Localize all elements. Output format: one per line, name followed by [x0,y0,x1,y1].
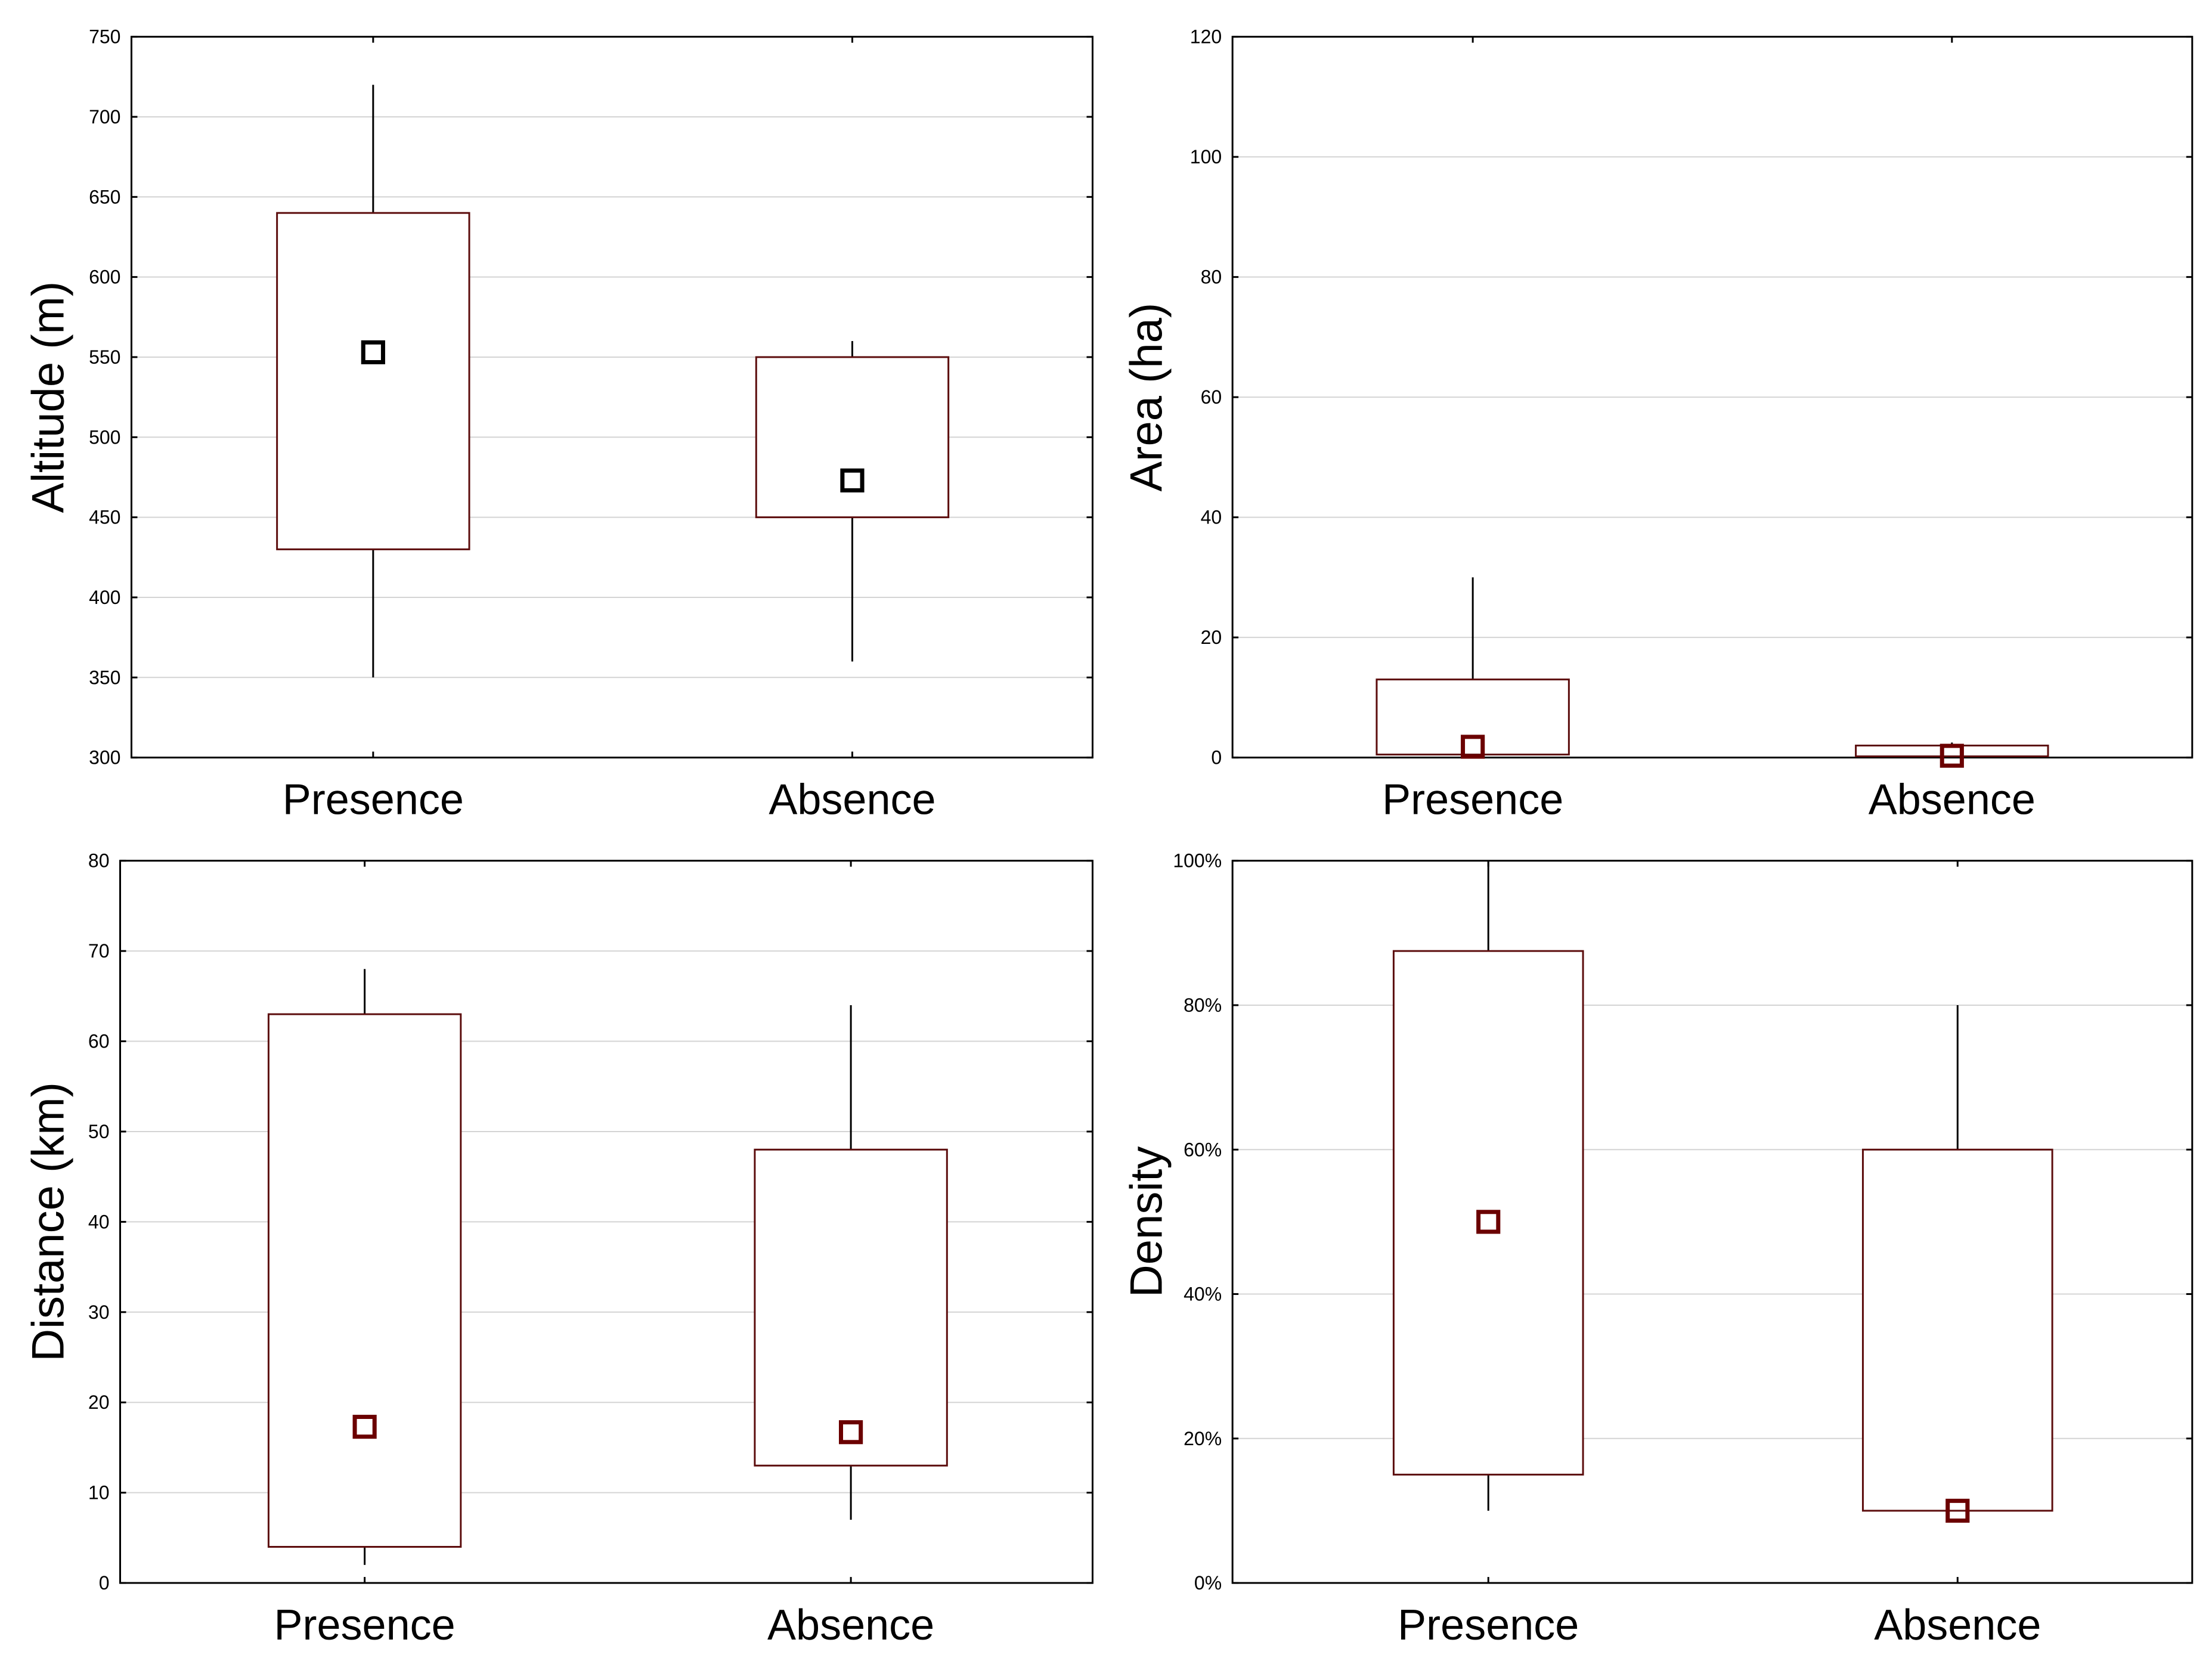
y-axis-label: Density [1122,1146,1172,1297]
x-category-label: Presence [274,1601,456,1649]
chart-panel-1: 300 350 400 450 500 550 600 650 700 750 Altitude (… [23,26,1093,823]
median-marker [839,1420,863,1445]
box-absence: Absence [754,860,948,1649]
median-marker [1461,735,1485,759]
y-tick-label: 700 [89,106,120,128]
iqr-box [1861,1148,2053,1512]
y-tick-label: 20% [1184,1428,1222,1449]
y-tick-label: 20 [1201,627,1222,648]
y-tick-label: 300 [89,747,120,768]
y-tick-label: 350 [89,667,120,688]
iqr-box [1375,678,1570,756]
y-tick-label: 0 [1211,747,1222,768]
y-tick-label: 30 [88,1301,110,1323]
y-tick-label: 60 [1201,386,1222,408]
y-axis-label: Altitude (m) [23,281,74,513]
y-tick-label: 80 [1201,266,1222,288]
y-tick-label: 40% [1184,1284,1222,1305]
y-tick-label: 40 [88,1211,110,1232]
chart-panel-2: 0 20 40 60 80 100 120 Area (ha) Presence Absence [1122,26,2194,823]
x-category-label: Absence [769,776,935,823]
y-tick-label: 0% [1194,1572,1222,1594]
y-tick-label: 120 [1190,26,1222,48]
y-tick-label: 60 [88,1031,110,1052]
plot-frame [1231,860,2194,1584]
x-category-label: Absence [767,1601,934,1649]
y-tick-label: 0 [99,1572,110,1594]
y-tick-label: 100 [1190,146,1222,168]
x-category-label: Presence [1382,776,1563,823]
plot-frame [119,860,1093,1584]
median-marker [361,340,385,365]
y-tick-label: 50 [88,1121,110,1142]
y-tick-label: 650 [89,186,120,207]
y-tick-label: 40 [1201,507,1222,528]
iqr-box [276,212,470,550]
median-marker [1945,1498,1970,1523]
y-tick-label: 400 [89,587,120,608]
y-tick-label: 80 [88,850,110,872]
iqr-box [267,1013,462,1548]
iqr-box [754,1148,948,1467]
x-category-label: Absence [1869,776,2036,823]
box-absence: Absence [1861,860,2053,1649]
y-tick-label: 70 [88,940,110,962]
x-category-label: Presence [283,776,464,823]
y-tick-label: 100% [1173,850,1222,872]
y-tick-label: 80% [1184,994,1222,1016]
iqr-box [755,356,950,519]
y-tick-label: 20 [88,1392,110,1413]
y-tick-label: 10 [88,1482,110,1504]
y-tick-label: 550 [89,346,120,368]
median-marker [840,468,865,492]
y-tick-label: 500 [89,426,120,448]
chart-panel-4: 0% 20% 40% 60% 80% 100% Density Presence Absence [1122,850,2194,1649]
box-presence: Presence [1375,36,1570,823]
median-marker [1476,1210,1501,1234]
x-category-label: Absence [1874,1601,2041,1649]
y-axis-label: Area (ha) [1122,303,1172,492]
box-presence: Presence [267,860,462,1649]
box-presence: Presence [276,36,470,823]
y-tick-label: 60% [1184,1139,1222,1160]
median-marker [1940,743,1964,768]
box-presence: Presence [1392,860,1584,1649]
median-marker [352,1415,377,1439]
y-tick-label: 750 [89,26,120,48]
y-axis-label: Distance (km) [23,1082,74,1362]
x-category-label: Presence [1398,1601,1579,1649]
y-tick-label: 450 [89,507,120,528]
box-absence: Absence [1855,36,2049,823]
plot-frame [1231,36,2194,759]
plot-frame [130,36,1093,759]
y-tick-label: 600 [89,266,120,288]
box-absence: Absence [755,36,950,823]
chart-panel-3: 0 10 20 30 40 50 60 70 80 Distance (km) Presence Ab… [23,850,1093,1649]
